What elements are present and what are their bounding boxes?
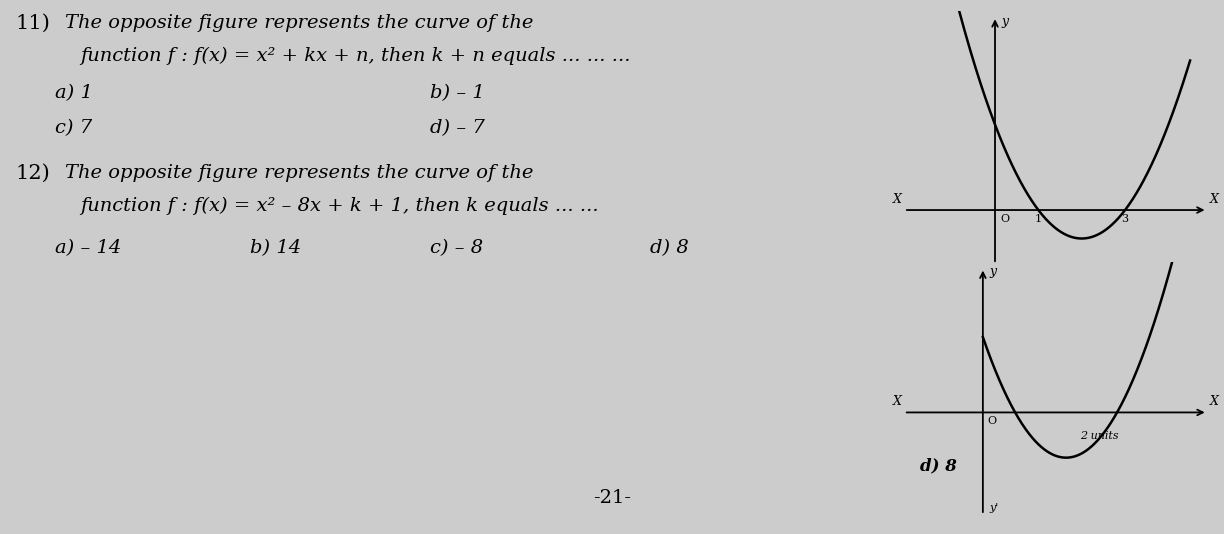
Text: d) 8: d) 8 xyxy=(920,458,957,475)
Text: 11): 11) xyxy=(15,14,50,33)
Text: X: X xyxy=(1209,193,1218,206)
Text: b) – 1: b) – 1 xyxy=(430,84,485,102)
Text: The opposite figure represents the curve of the: The opposite figure represents the curve… xyxy=(65,14,534,32)
Text: The opposite figure represents the curve of the: The opposite figure represents the curve… xyxy=(65,164,534,182)
Text: function f : f(x) = x² + kx + n, then k + n equals ... ... ...: function f : f(x) = x² + kx + n, then k … xyxy=(80,47,630,65)
Text: c) 7: c) 7 xyxy=(55,119,92,137)
Text: y: y xyxy=(989,265,996,278)
Text: 3: 3 xyxy=(1121,214,1129,224)
Text: -21-: -21- xyxy=(592,489,632,507)
Text: O: O xyxy=(1000,214,1010,224)
Text: d) – 7: d) – 7 xyxy=(430,119,485,137)
Text: 1: 1 xyxy=(1034,214,1042,224)
Text: y': y' xyxy=(989,504,999,514)
Text: c) – 8: c) – 8 xyxy=(430,239,483,257)
Text: d) 8: d) 8 xyxy=(650,239,689,257)
Text: a) 1: a) 1 xyxy=(55,84,93,102)
Text: X: X xyxy=(1209,395,1219,408)
Text: a) – 14: a) – 14 xyxy=(55,239,121,257)
Text: 2 units: 2 units xyxy=(1080,430,1119,441)
Text: O: O xyxy=(988,416,998,426)
Text: 12): 12) xyxy=(15,164,50,183)
Text: X: X xyxy=(892,395,902,408)
Text: X: X xyxy=(894,193,902,206)
Text: y: y xyxy=(1001,15,1009,28)
Text: function f : f(x) = x² – 8x + k + 1, then k equals ... ...: function f : f(x) = x² – 8x + k + 1, the… xyxy=(80,197,599,215)
Text: b) 14: b) 14 xyxy=(250,239,301,257)
